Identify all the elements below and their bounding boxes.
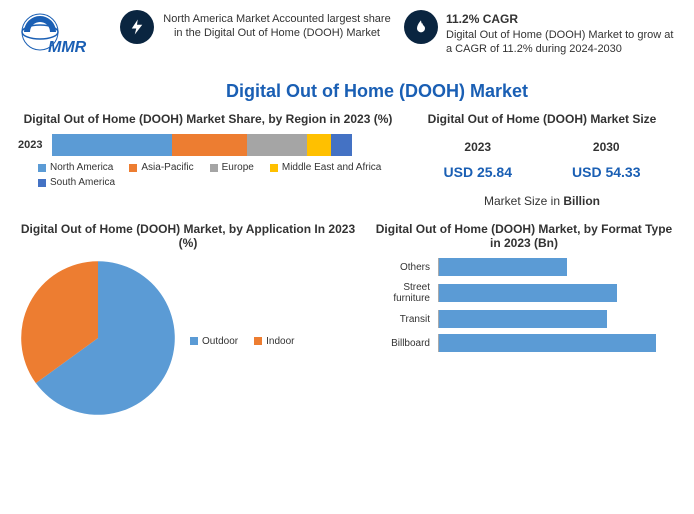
region-segment — [331, 134, 352, 156]
bar-track — [438, 334, 676, 352]
format-bar-row: Others — [372, 258, 676, 276]
legend-item: Europe — [210, 162, 254, 173]
application-chart-block: Digital Out of Home (DOOH) Market, by Ap… — [18, 222, 358, 418]
legend-item: Middle East and Africa — [270, 162, 382, 173]
format-bar-row: Street furniture — [372, 282, 676, 304]
format-chart-block: Digital Out of Home (DOOH) Market, by Fo… — [372, 222, 676, 418]
cagr-description: Digital Out of Home (DOOH) Market to gro… — [446, 28, 676, 57]
region-segment — [172, 134, 247, 156]
region-year-label: 2023 — [18, 139, 42, 151]
application-chart-title: Digital Out of Home (DOOH) Market, by Ap… — [18, 222, 358, 250]
format-bar-row: Billboard — [372, 334, 676, 352]
bar — [439, 284, 617, 302]
legend-item: Indoor — [254, 336, 294, 347]
market-size-value-2023: USD 25.84 — [444, 164, 512, 180]
bar-label: Transit — [372, 314, 430, 325]
bar-track — [438, 310, 676, 328]
legend-item: South America — [38, 177, 115, 188]
region-chart-block: Digital Out of Home (DOOH) Market Share,… — [18, 112, 398, 208]
market-size-title: Digital Out of Home (DOOH) Market Size — [428, 112, 657, 126]
region-stacked-bar — [52, 134, 352, 156]
callout-north-america: North America Market Accounted largest s… — [162, 10, 392, 41]
format-bars: Others Street furniture Transit Billboard — [372, 258, 676, 352]
bar-track — [438, 258, 676, 276]
flame-icon — [404, 10, 438, 44]
cagr-value: 11.2% CAGR — [446, 12, 676, 28]
application-legend: Outdoor Indoor — [190, 336, 295, 347]
bar-label: Billboard — [372, 338, 430, 349]
format-chart-title: Digital Out of Home (DOOH) Market, by Fo… — [372, 222, 676, 250]
application-pie-chart — [18, 258, 178, 418]
bar — [439, 334, 656, 352]
bolt-icon — [120, 10, 154, 44]
legend-item: Outdoor — [190, 336, 238, 347]
callout-cagr: 11.2% CAGR Digital Out of Home (DOOH) Ma… — [446, 10, 676, 56]
region-chart-title: Digital Out of Home (DOOH) Market Share,… — [18, 112, 398, 126]
format-bar-row: Transit — [372, 310, 676, 328]
market-size-block: Digital Out of Home (DOOH) Market Size 2… — [408, 112, 676, 208]
region-legend: North America Asia-Pacific Europe Middle Ea… — [18, 162, 398, 188]
bar-label: Others — [372, 262, 430, 273]
region-segment — [247, 134, 307, 156]
bar-track — [438, 284, 676, 302]
main-title: Digital Out of Home (DOOH) Market — [60, 81, 694, 102]
market-size-value-2030: USD 54.33 — [572, 164, 640, 180]
market-size-note: Market Size in Billion — [484, 194, 600, 208]
market-size-year-2023: 2023 — [444, 140, 512, 154]
bar — [439, 310, 607, 328]
region-segment — [52, 134, 172, 156]
bar-label: Street furniture — [372, 282, 430, 304]
region-segment — [307, 134, 331, 156]
mmr-logo: MMR — [18, 10, 108, 65]
legend-item: Asia-Pacific — [129, 162, 193, 173]
bar — [439, 258, 567, 276]
svg-text:MMR: MMR — [48, 39, 87, 56]
market-size-year-2030: 2030 — [572, 140, 640, 154]
legend-item: North America — [38, 162, 113, 173]
